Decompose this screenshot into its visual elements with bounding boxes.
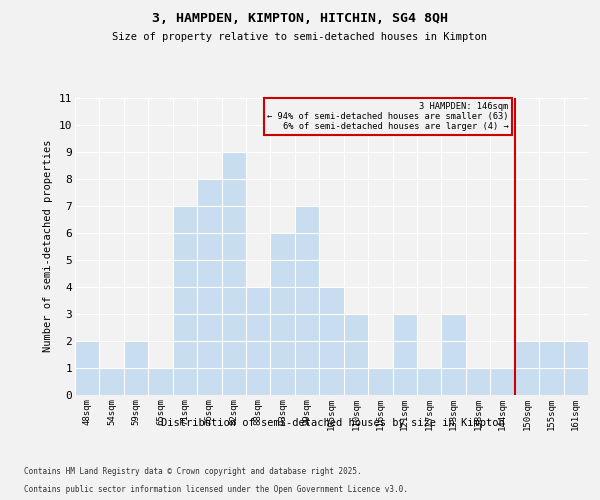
Bar <box>124 341 148 395</box>
Text: Contains HM Land Registry data © Crown copyright and database right 2025.: Contains HM Land Registry data © Crown c… <box>24 467 362 476</box>
Bar <box>515 341 539 395</box>
Bar <box>344 314 368 395</box>
Bar <box>466 368 490 395</box>
Bar <box>221 152 246 395</box>
Bar <box>100 368 124 395</box>
Bar <box>417 368 442 395</box>
Bar <box>173 206 197 395</box>
Text: Size of property relative to semi-detached houses in Kimpton: Size of property relative to semi-detach… <box>113 32 487 42</box>
Bar <box>246 287 271 395</box>
Bar <box>271 232 295 395</box>
Bar <box>148 368 173 395</box>
Bar <box>295 206 319 395</box>
Bar <box>539 341 563 395</box>
Bar <box>490 368 515 395</box>
Bar <box>368 368 392 395</box>
Bar <box>392 314 417 395</box>
Text: Contains public sector information licensed under the Open Government Licence v3: Contains public sector information licen… <box>24 485 408 494</box>
Y-axis label: Number of semi-detached properties: Number of semi-detached properties <box>43 140 53 352</box>
Text: 3, HAMPDEN, KIMPTON, HITCHIN, SG4 8QH: 3, HAMPDEN, KIMPTON, HITCHIN, SG4 8QH <box>152 12 448 26</box>
Bar <box>75 341 100 395</box>
Bar <box>319 287 344 395</box>
Text: Distribution of semi-detached houses by size in Kimpton: Distribution of semi-detached houses by … <box>161 418 505 428</box>
Bar <box>197 178 221 395</box>
Bar <box>563 341 588 395</box>
Text: 3 HAMPDEN: 146sqm
← 94% of semi-detached houses are smaller (63)
6% of semi-deta: 3 HAMPDEN: 146sqm ← 94% of semi-detached… <box>267 102 509 132</box>
Bar <box>442 314 466 395</box>
